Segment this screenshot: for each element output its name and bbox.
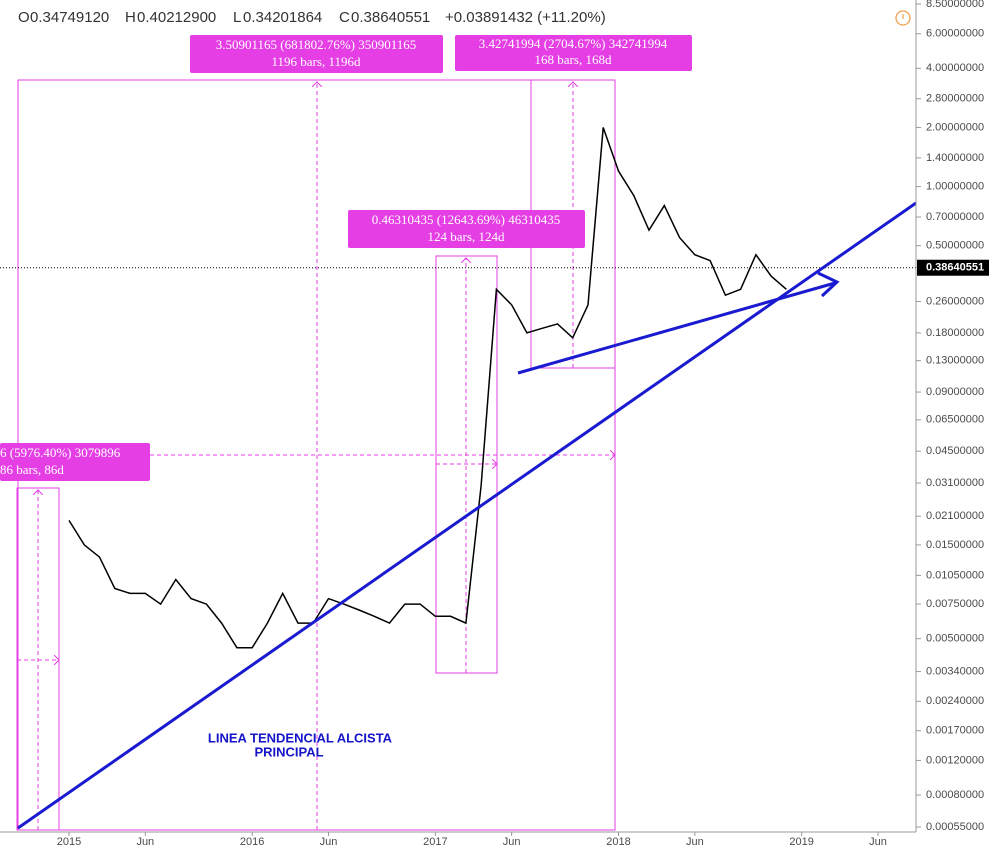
callout-text: 3.50901165 (681802.76%) 350901165 bbox=[216, 37, 417, 52]
y-tick-label: 0.01500000 bbox=[926, 539, 984, 551]
ohlc-value: 0.34201864 bbox=[243, 9, 322, 26]
callout-text: 1196 bars, 1196d bbox=[272, 54, 361, 69]
callout-text: 86 bars, 86d bbox=[0, 462, 64, 477]
x-tick-label: Jun bbox=[503, 836, 521, 847]
header: O 0.34749120 H 0.40212900 L 0.34201864 C… bbox=[18, 9, 911, 26]
ohlc-label: C bbox=[339, 9, 350, 26]
x-tick-label: Jun bbox=[686, 836, 704, 847]
ohlc-value: 0.34749120 bbox=[30, 9, 109, 26]
trend-label: LINEA TENDENCIAL ALCISTA bbox=[208, 730, 393, 745]
y-tick-label: 2.80000000 bbox=[926, 93, 984, 105]
y-tick-label: 0.26000000 bbox=[926, 295, 984, 307]
y-tick-label: 0.13000000 bbox=[926, 355, 984, 367]
y-tick-label: 1.00000000 bbox=[926, 181, 984, 193]
x-tick-label: 2015 bbox=[57, 836, 81, 847]
y-tick-label: 1.40000000 bbox=[926, 152, 984, 164]
callout-box bbox=[348, 210, 585, 248]
callouts: 3.50901165 (681802.76%) 350901165 1196 b… bbox=[0, 35, 692, 481]
callout-text: 6 (5976.40%) 3079896 bbox=[0, 445, 121, 460]
trend-line bbox=[17, 201, 917, 830]
y-tick-label: 0.70000000 bbox=[926, 211, 984, 223]
y-tick-label: 0.50000000 bbox=[926, 240, 984, 252]
ohlc-label: O bbox=[18, 9, 30, 26]
y-tick-label: 8.50000000 bbox=[926, 0, 984, 10]
price-line bbox=[68, 127, 787, 649]
y-tick-label: 0.00500000 bbox=[926, 633, 984, 645]
y-tick-label: 0.18000000 bbox=[926, 327, 984, 339]
ohlc-value: 0.40212900 bbox=[137, 9, 216, 26]
arrow-head bbox=[817, 271, 840, 298]
callout-box bbox=[455, 35, 692, 71]
y-tick-label: 4.00000000 bbox=[926, 62, 984, 74]
y-tick-label: 6.00000000 bbox=[926, 28, 984, 40]
info-icon[interactable] bbox=[895, 10, 911, 26]
callout-box bbox=[0, 443, 150, 481]
callout-text: 124 bars, 124d bbox=[428, 229, 505, 244]
y-tick-label: 0.06500000 bbox=[926, 414, 984, 426]
plot bbox=[0, 127, 916, 649]
y-tick-label: 2.00000000 bbox=[926, 121, 984, 133]
trend-lines: LINEA TENDENCIAL ALCISTA PRINCIPAL bbox=[17, 201, 917, 830]
y-tick-label: 0.00120000 bbox=[926, 754, 984, 766]
change: +0.03891432 (+11.20%) bbox=[445, 9, 606, 26]
x-tick-label: 2018 bbox=[606, 836, 630, 847]
last-price-label: 0.38640551 bbox=[926, 262, 984, 274]
callout-text: 3.42741994 (2704.67%) 342741994 bbox=[479, 36, 668, 51]
x-tick-label: Jun bbox=[869, 836, 887, 847]
x-tick-label: 2019 bbox=[789, 836, 813, 847]
x-tick-label: 2016 bbox=[240, 836, 264, 847]
y-tick-label: 0.00750000 bbox=[926, 598, 984, 610]
callout-box bbox=[190, 35, 443, 73]
callout-text: 168 bars, 168d bbox=[535, 52, 612, 67]
y-tick-label: 0.02100000 bbox=[926, 510, 984, 522]
last-price-box bbox=[917, 259, 989, 276]
trend-label: PRINCIPAL bbox=[254, 744, 323, 759]
ohlc-value: 0.38640551 bbox=[351, 9, 430, 26]
y-tick-label: 0.01050000 bbox=[926, 569, 984, 581]
x-tick-label: Jun bbox=[136, 836, 154, 847]
callout-text: 0.46310435 (12643.69%) 46310435 bbox=[372, 212, 561, 227]
y-tick-label: 0.00170000 bbox=[926, 725, 984, 737]
y-tick-label: 0.00240000 bbox=[926, 695, 984, 707]
ohlc-label: L bbox=[233, 9, 241, 26]
y-tick-label: 0.04500000 bbox=[926, 445, 984, 457]
y-tick-label: 0.00055000 bbox=[926, 821, 984, 833]
y-tick-label: 0.00340000 bbox=[926, 665, 984, 677]
y-tick-label: 0.00080000 bbox=[926, 789, 984, 801]
y-tick-label: 0.09000000 bbox=[926, 386, 984, 398]
y-tick-label: 0.03100000 bbox=[926, 477, 984, 489]
x-tick-label: 2017 bbox=[423, 836, 447, 847]
ohlc-label: H bbox=[125, 9, 136, 26]
trend-line bbox=[517, 281, 836, 375]
x-tick-label: Jun bbox=[320, 836, 338, 847]
